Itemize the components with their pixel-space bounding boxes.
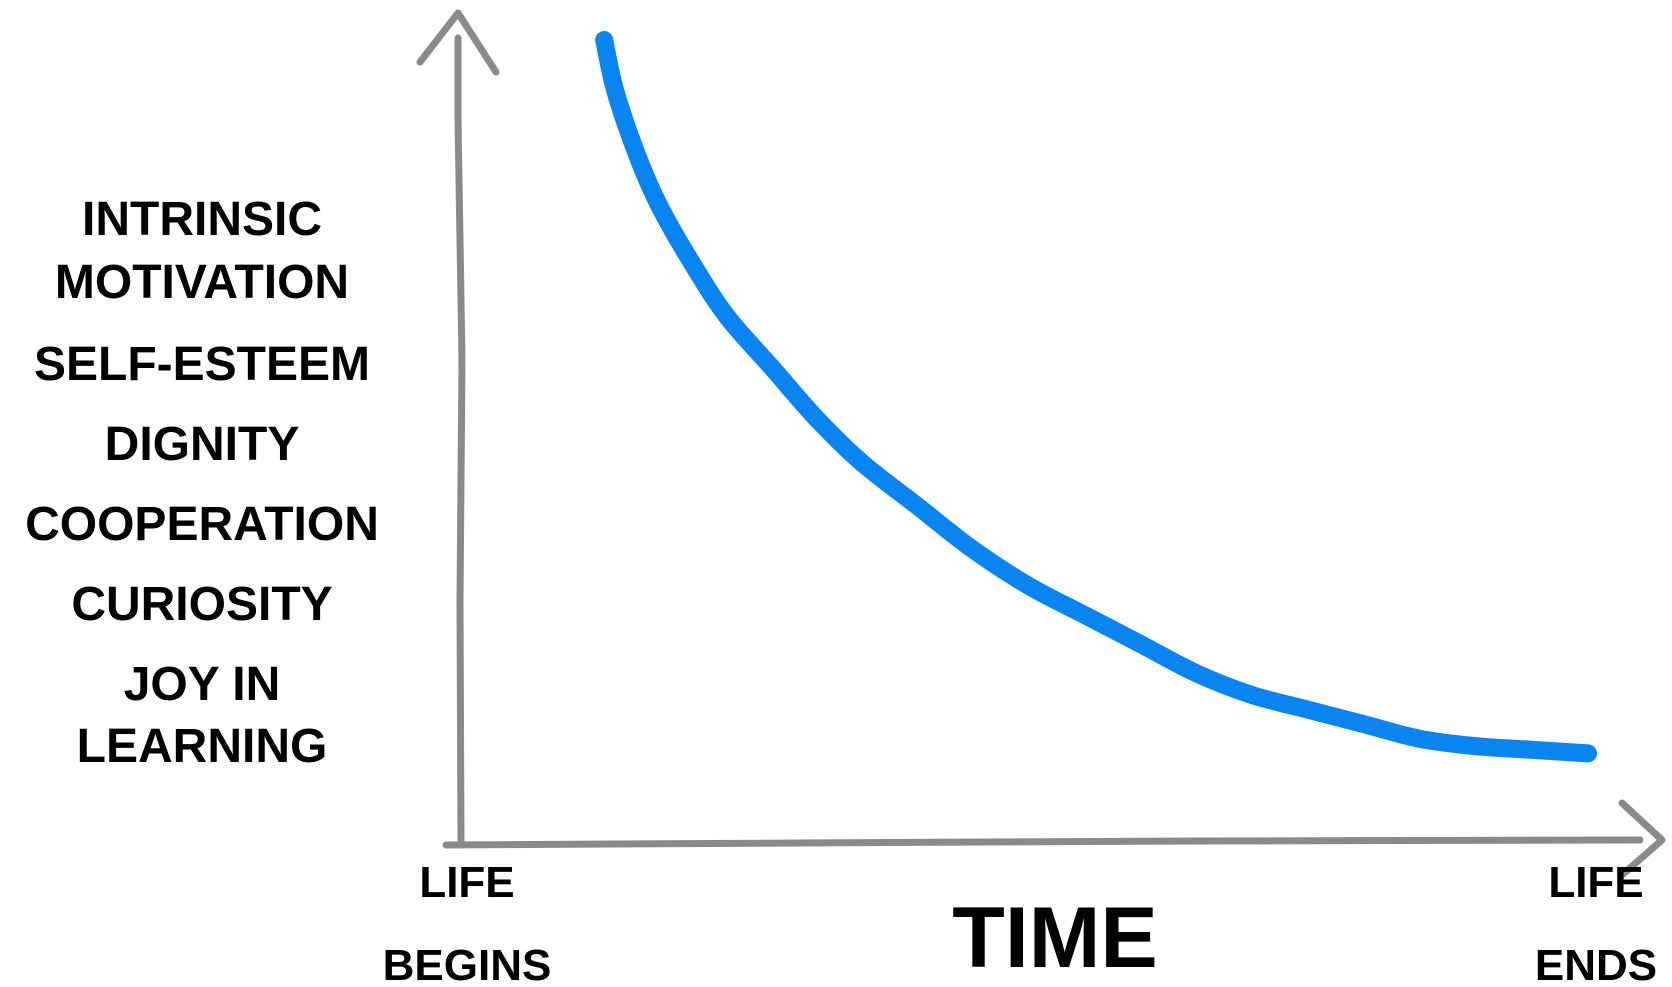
y-label-line: INTRINSIC	[82, 193, 322, 246]
y-axis-arrowhead-icon	[416, 9, 500, 76]
x-axis-label: TIME	[952, 890, 1157, 986]
x-end-label-line: LIFE	[1548, 858, 1643, 907]
series-line	[595, 31, 1597, 763]
y-label-line: LEARNING	[77, 720, 328, 773]
series-line-texture	[598, 41, 1589, 761]
x-end-label-line: ENDS	[1535, 941, 1657, 987]
y-label-line: COOPERATION	[25, 498, 379, 551]
y-label-line: JOY IN	[124, 658, 281, 711]
y-label-line: MOTIVATION	[55, 256, 349, 309]
series-line-texture	[604, 33, 1593, 752]
y-label-line: DIGNITY	[105, 418, 300, 471]
x-end-label: LIFE ENDS	[1535, 858, 1657, 987]
y-label-line: SELF-ESTEEM	[34, 338, 370, 391]
x-start-label: LIFE BEGINS	[383, 858, 552, 987]
x-start-label-line: BEGINS	[383, 941, 552, 987]
x-axis-arrowhead-icon	[1618, 799, 1666, 879]
y-axis-line	[454, 34, 466, 849]
y-axis-label: INTRINSIC MOTIVATION SELF-ESTEEM DIGNITY…	[25, 193, 379, 773]
y-label-line: CURIOSITY	[71, 578, 332, 631]
x-start-label-line: LIFE	[419, 858, 514, 907]
x-axis-line	[442, 836, 1644, 849]
series-layer	[595, 31, 1597, 763]
axes	[416, 9, 1666, 879]
